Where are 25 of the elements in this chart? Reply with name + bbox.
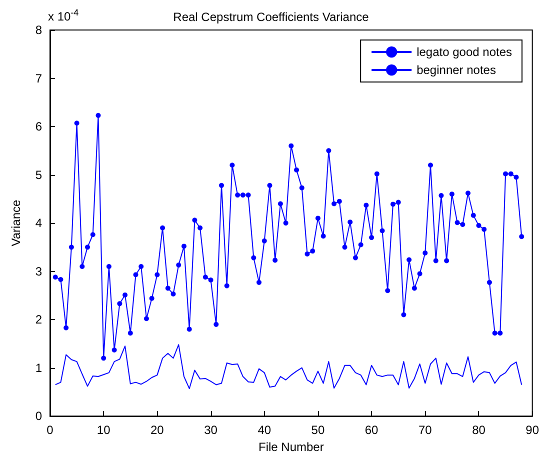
x-tick-label: 90 — [526, 423, 540, 438]
x-axis-title: File Number — [258, 440, 324, 454]
x-tick-label: 70 — [418, 423, 432, 438]
line-series — [54, 344, 522, 390]
y-tick-label: 2 — [35, 312, 42, 327]
legend-label: beginner notes — [416, 63, 496, 77]
chart-title: Real Cepstrum Coefficients Variance — [173, 10, 370, 24]
x-tick-label: 80 — [472, 423, 486, 438]
x-tick-label: 10 — [96, 423, 111, 438]
y-tick-label: 8 — [35, 23, 42, 37]
y-tick-label: 5 — [35, 168, 42, 182]
y-tick-label: 7 — [35, 71, 42, 86]
y-tick-label: 3 — [35, 264, 42, 278]
y-tick-label: 0 — [35, 409, 42, 424]
y-tick-label: 6 — [35, 120, 42, 134]
x-tick-label: 60 — [364, 423, 379, 438]
x-tick-label: 30 — [204, 423, 218, 438]
x-tick-label: 50 — [311, 423, 325, 438]
legend-label: legato good notes — [416, 45, 512, 59]
y-tick-label: 1 — [35, 360, 42, 375]
y-axis-title: Variance — [9, 199, 23, 246]
x-tick-label: 20 — [150, 423, 164, 438]
x-tick-label: 40 — [258, 423, 272, 438]
x-tick-label: 0 — [46, 423, 54, 438]
y-tick-label: 4 — [35, 216, 42, 230]
